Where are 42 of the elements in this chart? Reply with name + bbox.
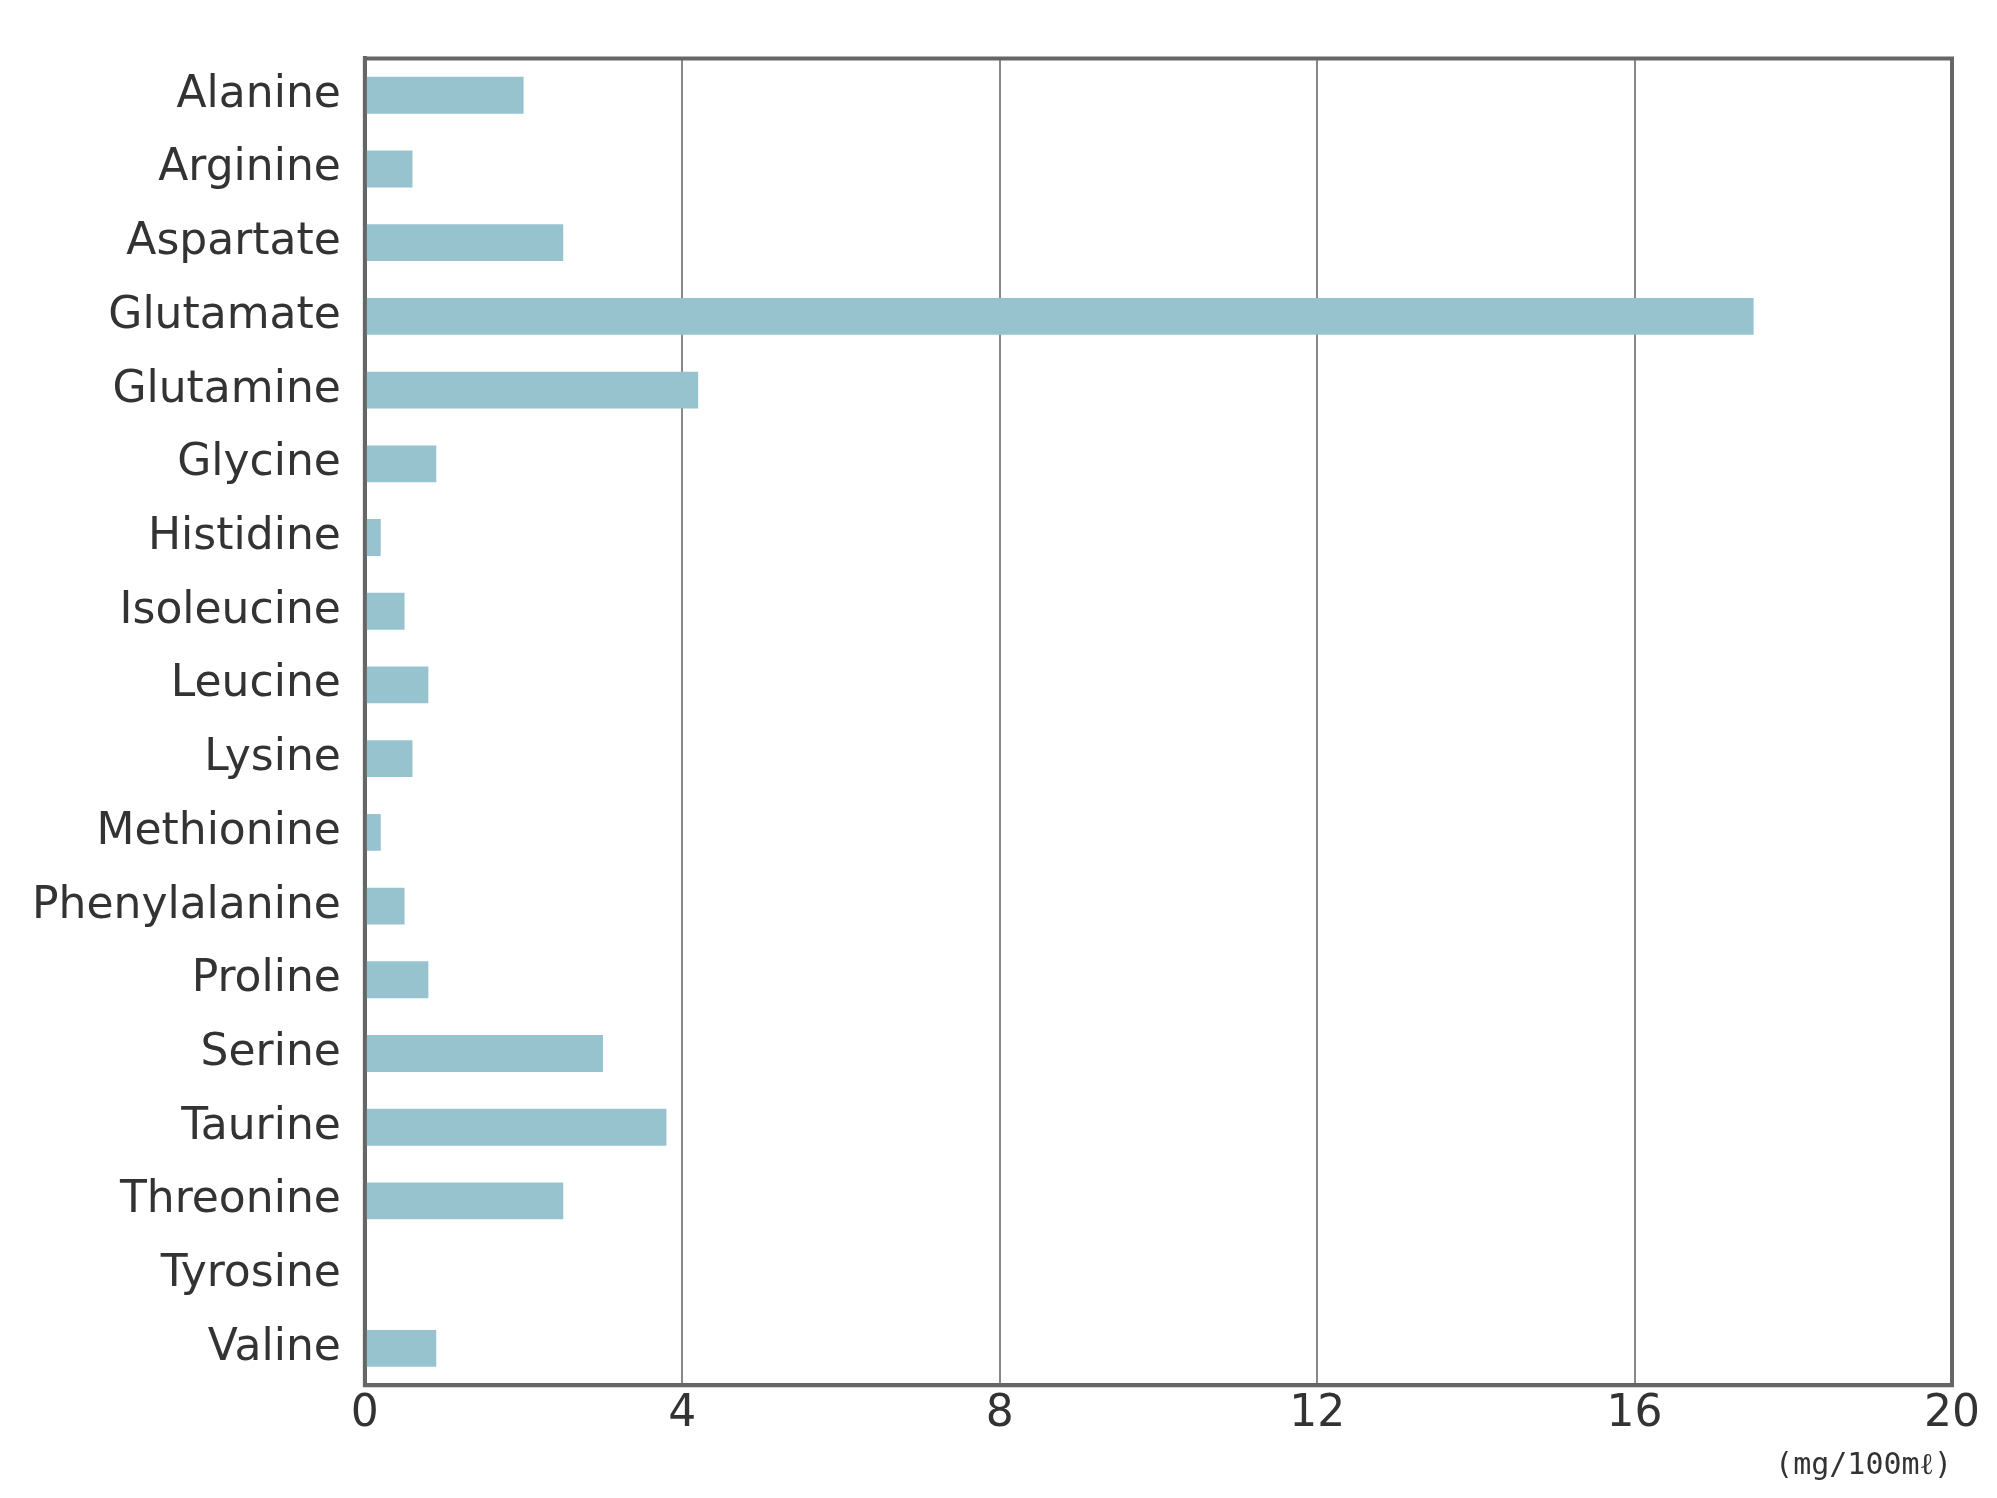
y-tick-label: Serine bbox=[200, 1023, 341, 1075]
x-axis-title: (mg/100mℓ) bbox=[1775, 1445, 1953, 1481]
bar bbox=[365, 224, 564, 262]
bar bbox=[365, 666, 429, 704]
bar bbox=[365, 150, 413, 188]
y-tick-label: Valine bbox=[207, 1318, 341, 1370]
y-tick-label: Histidine bbox=[148, 507, 341, 559]
bar bbox=[365, 1108, 667, 1146]
bar bbox=[365, 1329, 437, 1367]
bar bbox=[365, 1182, 564, 1220]
bar bbox=[365, 297, 1754, 335]
bar bbox=[365, 519, 381, 556]
y-tick-label: Glycine bbox=[177, 434, 341, 486]
x-tick-label: 4 bbox=[668, 1385, 697, 1437]
x-tick-label: 8 bbox=[985, 1385, 1014, 1437]
bar bbox=[365, 1035, 603, 1072]
bar bbox=[365, 740, 413, 778]
bar bbox=[365, 445, 437, 483]
y-tick-label: Tyrosine bbox=[159, 1245, 341, 1297]
y-tick-label: Lysine bbox=[204, 729, 341, 781]
y-tick-label: Taurine bbox=[180, 1097, 341, 1149]
y-tick-label: Methionine bbox=[96, 802, 341, 854]
y-tick-label: Isoleucine bbox=[119, 581, 341, 633]
y-tick-label: Phenylalanine bbox=[32, 876, 341, 928]
y-tick-label: Leucine bbox=[170, 655, 341, 707]
y-tick-label: Glutamine bbox=[112, 360, 341, 412]
bar bbox=[365, 813, 381, 851]
bar bbox=[365, 961, 429, 999]
x-tick-label: 20 bbox=[1924, 1385, 1981, 1437]
y-tick-label: Threonine bbox=[118, 1171, 341, 1223]
y-tick-label: Alanine bbox=[176, 65, 341, 117]
y-tick-label: Arginine bbox=[158, 139, 341, 191]
bar bbox=[365, 887, 405, 925]
bar bbox=[365, 592, 405, 630]
bar bbox=[365, 371, 699, 409]
x-tick-label: 0 bbox=[350, 1385, 379, 1437]
y-tick-label: Aspartate bbox=[126, 213, 341, 265]
y-tick-label: Proline bbox=[191, 950, 341, 1002]
y-tick-label: Glutamate bbox=[108, 286, 341, 338]
bar bbox=[365, 76, 524, 114]
x-tick-label: 12 bbox=[1289, 1385, 1346, 1437]
x-tick-label: 16 bbox=[1606, 1385, 1663, 1437]
